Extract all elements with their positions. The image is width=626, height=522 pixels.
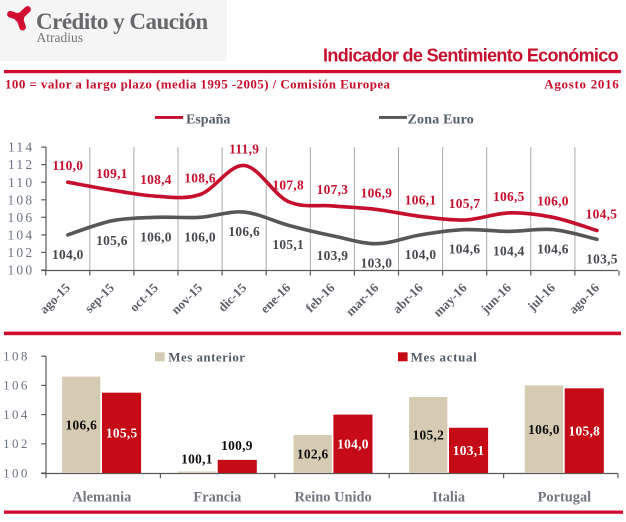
- svg-text:jul-16: jul-16: [524, 280, 559, 315]
- svg-text:104: 104: [7, 228, 34, 243]
- svg-text:104,4: 104,4: [493, 243, 525, 258]
- svg-text:106,9: 106,9: [361, 185, 393, 200]
- svg-text:106,0: 106,0: [528, 422, 560, 437]
- svg-text:105,6: 105,6: [96, 233, 128, 248]
- svg-text:ago-15: ago-15: [36, 280, 73, 317]
- svg-text:Atradius: Atradius: [37, 30, 84, 45]
- svg-text:Crédito y Caución: Crédito y Caución: [36, 9, 208, 34]
- svg-text:oct-15: oct-15: [126, 280, 161, 315]
- svg-text:106,0: 106,0: [537, 193, 569, 208]
- svg-text:100,1: 100,1: [181, 452, 213, 467]
- svg-text:Italia: Italia: [432, 490, 465, 506]
- svg-text:103,9: 103,9: [317, 248, 349, 263]
- svg-text:105,7: 105,7: [449, 196, 481, 211]
- svg-text:102,6: 102,6: [297, 447, 329, 462]
- svg-text:104,0: 104,0: [52, 247, 84, 262]
- svg-text:106,0: 106,0: [140, 229, 172, 244]
- svg-text:Portugal: Portugal: [538, 490, 592, 506]
- svg-text:Alemania: Alemania: [72, 490, 131, 506]
- svg-text:106,1: 106,1: [405, 192, 437, 207]
- svg-text:104,0: 104,0: [405, 247, 437, 262]
- svg-text:102: 102: [7, 245, 34, 260]
- svg-text:105,2: 105,2: [412, 428, 444, 443]
- svg-text:Reino Unido: Reino Unido: [295, 490, 372, 506]
- svg-text:España: España: [186, 112, 230, 127]
- svg-text:106,5: 106,5: [493, 189, 525, 204]
- svg-text:feb-16: feb-16: [302, 280, 337, 315]
- svg-text:106: 106: [3, 378, 30, 393]
- svg-text:105,8: 105,8: [568, 423, 600, 438]
- svg-text:106: 106: [7, 210, 34, 225]
- svg-text:106,6: 106,6: [65, 417, 97, 432]
- svg-text:103,1: 103,1: [453, 443, 485, 458]
- svg-text:108: 108: [3, 349, 30, 364]
- svg-text:108,4: 108,4: [140, 172, 172, 187]
- svg-text:dic-15: dic-15: [215, 280, 250, 315]
- svg-text:104: 104: [3, 407, 30, 422]
- svg-text:110: 110: [8, 175, 34, 190]
- svg-text:108,6: 108,6: [184, 171, 216, 186]
- svg-text:108: 108: [7, 192, 34, 207]
- svg-text:100 = valor a largo plazo (med: 100 = valor a largo plazo (media 1995 -2…: [5, 76, 391, 91]
- svg-text:ago-16: ago-16: [565, 280, 602, 317]
- svg-text:100,9: 100,9: [221, 438, 253, 453]
- svg-text:104,6: 104,6: [537, 242, 569, 257]
- svg-text:Mes actual: Mes actual: [411, 349, 478, 364]
- svg-text:106,6: 106,6: [228, 224, 260, 239]
- svg-text:110,0: 110,0: [52, 158, 83, 173]
- svg-text:sep-15: sep-15: [81, 280, 117, 316]
- svg-text:105,5: 105,5: [106, 426, 138, 441]
- svg-text:106,0: 106,0: [184, 229, 216, 244]
- svg-text:112: 112: [8, 157, 34, 172]
- svg-text:Francia: Francia: [193, 490, 241, 506]
- svg-text:105,1: 105,1: [272, 237, 304, 252]
- svg-text:Agosto 2016: Agosto 2016: [544, 76, 619, 91]
- svg-text:abr-16: abr-16: [389, 280, 426, 317]
- svg-text:nov-15: nov-15: [168, 280, 206, 318]
- svg-text:Indicador de Sentimiento Econó: Indicador de Sentimiento Económico: [323, 46, 619, 66]
- svg-text:104,0: 104,0: [337, 436, 369, 451]
- svg-text:ene-16: ene-16: [257, 280, 293, 316]
- svg-text:103,0: 103,0: [361, 256, 393, 271]
- svg-text:Zona Euro: Zona Euro: [408, 112, 475, 127]
- svg-text:may-16: may-16: [430, 280, 470, 320]
- svg-text:100: 100: [7, 263, 34, 278]
- svg-text:mar-16: mar-16: [343, 280, 382, 319]
- svg-text:107,3: 107,3: [317, 182, 349, 197]
- svg-text:103,5: 103,5: [586, 251, 618, 266]
- svg-text:jun-16: jun-16: [477, 280, 514, 317]
- svg-text:100: 100: [3, 465, 30, 480]
- svg-text:114: 114: [8, 140, 34, 155]
- svg-text:Mes anterior: Mes anterior: [168, 349, 245, 364]
- svg-text:104,5: 104,5: [586, 207, 618, 222]
- svg-text:104,6: 104,6: [449, 242, 481, 257]
- svg-text:111,9: 111,9: [229, 142, 259, 157]
- svg-text:109,1: 109,1: [96, 166, 128, 181]
- svg-text:107,8: 107,8: [272, 178, 304, 193]
- svg-text:102: 102: [3, 436, 30, 451]
